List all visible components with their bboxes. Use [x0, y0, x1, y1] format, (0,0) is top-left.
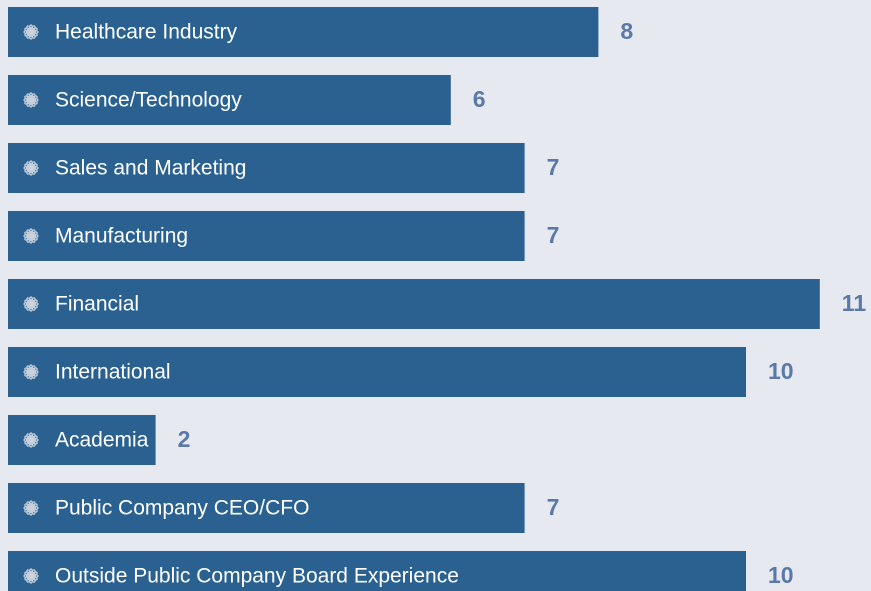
category-label: Outside Public Company Board Experience [55, 565, 459, 588]
bullet-icon [23, 568, 39, 584]
icon-center [29, 438, 33, 442]
icon-petal [26, 93, 36, 107]
bar [8, 75, 451, 125]
bar [8, 483, 525, 533]
value-label: 10 [768, 358, 794, 384]
bullet-icon [23, 92, 39, 108]
value-label: 2 [178, 426, 191, 452]
bar [8, 347, 746, 397]
icon-petal [26, 433, 36, 447]
icon-center [29, 506, 33, 510]
value-label: 6 [473, 86, 486, 112]
bar [8, 551, 746, 591]
bullet-icon [23, 24, 39, 40]
category-label: Healthcare Industry [55, 21, 238, 44]
icon-petal [26, 365, 36, 379]
category-label: International [55, 361, 171, 384]
bullet-icon [23, 500, 39, 516]
icon-petal [26, 569, 36, 583]
icon-center [29, 98, 33, 102]
bullet-icon [23, 160, 39, 176]
category-label: Sales and Marketing [55, 157, 246, 180]
category-label: Science/Technology [55, 89, 242, 112]
icon-center [29, 234, 33, 238]
category-label: Public Company CEO/CFO [55, 497, 309, 520]
value-label: 7 [547, 154, 560, 180]
value-label: 10 [768, 562, 794, 588]
value-label: 7 [547, 494, 560, 520]
bullet-icon [23, 228, 39, 244]
icon-petal [26, 229, 36, 243]
bar [8, 211, 525, 261]
icon-petal [26, 501, 36, 515]
bar [8, 143, 525, 193]
value-label: 7 [547, 222, 560, 248]
value-label: 8 [620, 18, 633, 44]
bar [8, 279, 820, 329]
icon-petal [26, 25, 36, 39]
bullet-icon [23, 432, 39, 448]
category-label: Manufacturing [55, 225, 188, 248]
category-label: Financial [55, 293, 139, 316]
icon-center [29, 302, 33, 306]
category-label: Academia [55, 429, 149, 452]
value-label: 11 [842, 290, 867, 316]
icon-petal [26, 297, 36, 311]
bullet-icon [23, 296, 39, 312]
icon-center [29, 30, 33, 34]
bullet-icon [23, 364, 39, 380]
icon-center [29, 574, 33, 578]
bar [8, 7, 599, 57]
icon-center [29, 370, 33, 374]
icon-petal [26, 161, 36, 175]
icon-center [29, 166, 33, 170]
